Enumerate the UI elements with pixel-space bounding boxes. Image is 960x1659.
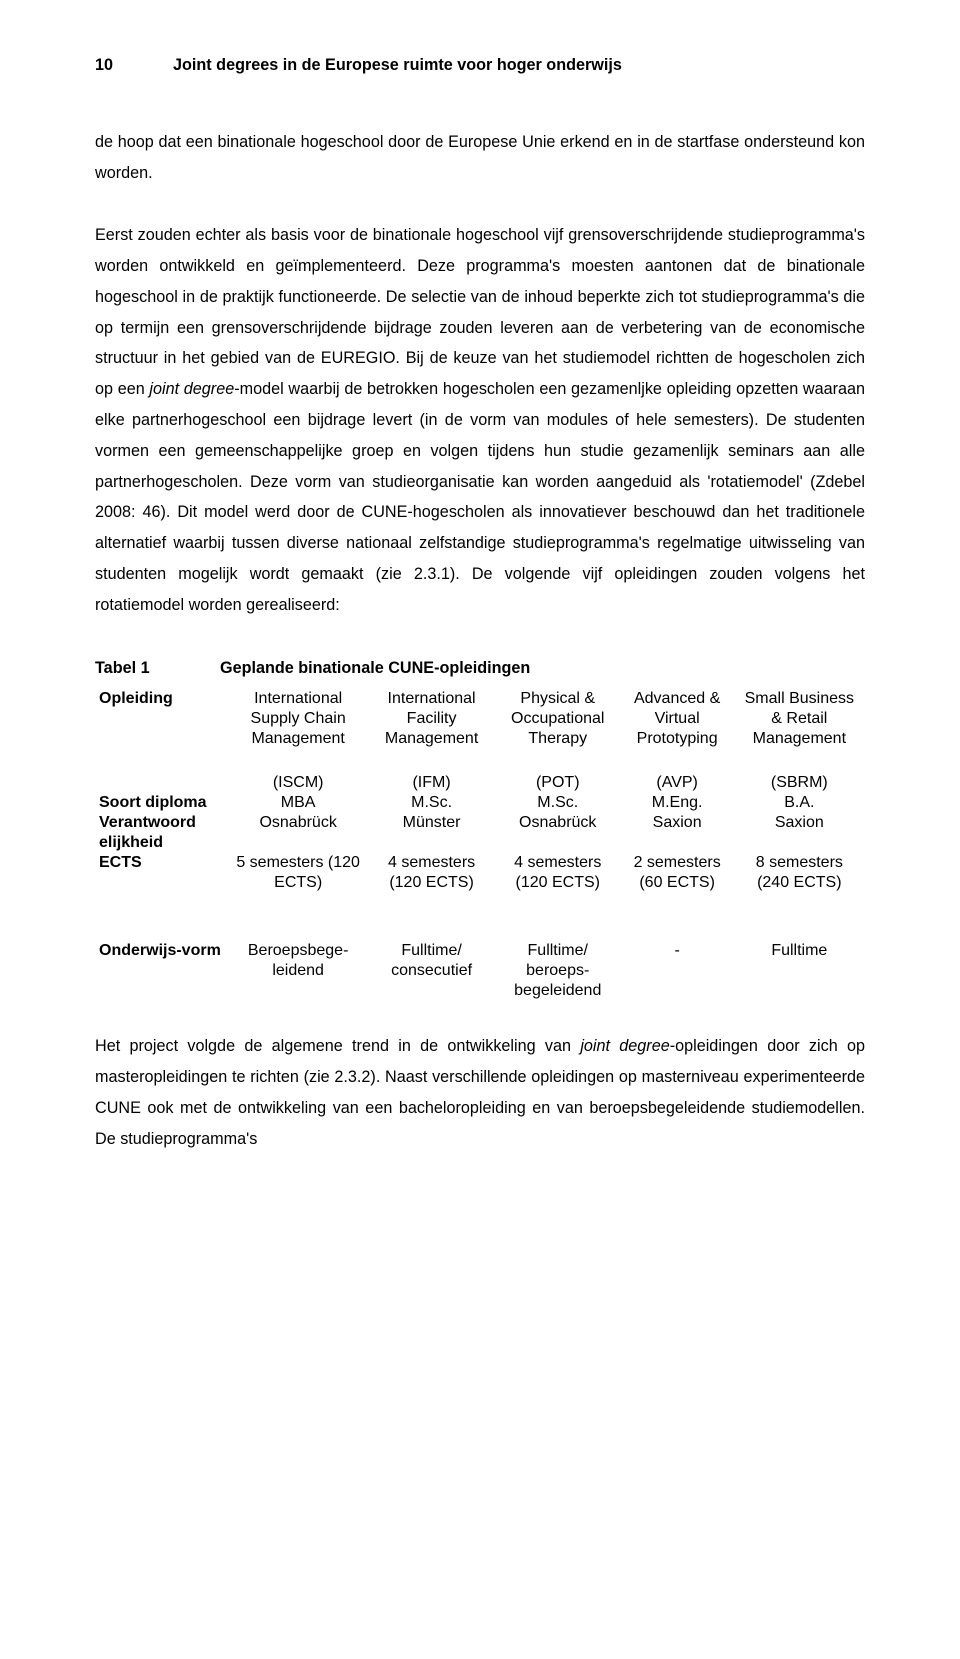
cell: Fulltime/ beroeps-begeleidend <box>495 941 621 1001</box>
table-gap <box>95 917 865 941</box>
trailing-paragraph: Het project volgde de algemene trend in … <box>95 1031 865 1154</box>
paragraph-2: Eerst zouden echter als basis voor de bi… <box>95 220 865 620</box>
table-row-abbrev: (ISCM) (IFM) (POT) (AVP) (SBRM) <box>95 773 865 793</box>
table-row-onderwijsvorm: Onderwijs-vorm Beroepsbege-leidend Fullt… <box>95 941 865 1001</box>
table-row-soort: Soort diploma MBA M.Sc. M.Sc. M.Eng. B.A… <box>95 793 865 813</box>
cell: M.Sc. <box>495 793 621 813</box>
cell: 8 semesters (240 ECTS) <box>734 853 865 893</box>
cell: MBA <box>228 793 368 813</box>
cell: 4 semesters (120 ECTS) <box>495 853 621 893</box>
rowhead-soort: Soort diploma <box>95 793 228 813</box>
cell: 4 semesters (120 ECTS) <box>368 853 495 893</box>
cell: Osnabrück <box>495 813 621 853</box>
cell: (POT) <box>495 773 621 793</box>
trail-em1: joint degree <box>580 1037 669 1055</box>
cell: Small Business & Retail Management <box>734 689 865 749</box>
table-gap <box>95 749 865 773</box>
table-gap <box>95 893 865 917</box>
table-row-opleiding: Opleiding International Supply Chain Man… <box>95 689 865 749</box>
rowhead-onderwijsvorm: Onderwijs-vorm <box>95 941 228 1001</box>
cell: Advanced & Virtual Prototyping <box>621 689 734 749</box>
page-header: 10 Joint degrees in de Europese ruimte v… <box>95 50 865 81</box>
rowhead-empty <box>95 773 228 793</box>
p2-em1: joint degree <box>149 380 234 398</box>
table-title-row: Tabel 1 Geplande binationale CUNE-opleid… <box>95 653 865 684</box>
table-block: Tabel 1 Geplande binationale CUNE-opleid… <box>95 653 865 1002</box>
cell: Saxion <box>734 813 865 853</box>
cell: B.A. <box>734 793 865 813</box>
cell: (ISCM) <box>228 773 368 793</box>
rowhead-verantwoord: Verantwoord elijkheid <box>95 813 228 853</box>
cell: Physical & Occupational Therapy <box>495 689 621 749</box>
cell: M.Eng. <box>621 793 734 813</box>
cell: Osnabrück <box>228 813 368 853</box>
table-row-ects: ECTS 5 semesters (120 ECTS) 4 semesters … <box>95 853 865 893</box>
paragraph-1: de hoop dat een binationale hogeschool d… <box>95 127 865 189</box>
rowhead-opleiding: Opleiding <box>95 689 228 749</box>
cell: 5 semesters (120 ECTS) <box>228 853 368 893</box>
cell: Beroepsbege-leidend <box>228 941 368 1001</box>
cell: Saxion <box>621 813 734 853</box>
cell: Fulltime/ consecutief <box>368 941 495 1001</box>
cell: 2 semesters (60 ECTS) <box>621 853 734 893</box>
cell: (AVP) <box>621 773 734 793</box>
p2-text-b: -model waarbij de betrokken hogescholen … <box>95 380 865 613</box>
page: 10 Joint degrees in de Europese ruimte v… <box>0 0 960 1214</box>
page-number: 10 <box>95 50 113 81</box>
opleidingen-table: Opleiding International Supply Chain Man… <box>95 689 865 1001</box>
rowhead-ects: ECTS <box>95 853 228 893</box>
cell: Fulltime <box>734 941 865 1001</box>
cell: M.Sc. <box>368 793 495 813</box>
cell: (IFM) <box>368 773 495 793</box>
cell: International Supply Chain Management <box>228 689 368 749</box>
table-label: Tabel 1 <box>95 653 220 684</box>
cell: - <box>621 941 734 1001</box>
p1-text: de hoop dat een binationale hogeschool d… <box>95 133 865 182</box>
cell: Münster <box>368 813 495 853</box>
cell: International Facility Management <box>368 689 495 749</box>
p2-text-a: Eerst zouden echter als basis voor de bi… <box>95 226 865 398</box>
table-title: Geplande binationale CUNE-opleidingen <box>220 653 530 684</box>
cell: (SBRM) <box>734 773 865 793</box>
header-title: Joint degrees in de Europese ruimte voor… <box>173 50 622 81</box>
trail-a: Het project volgde de algemene trend in … <box>95 1037 580 1055</box>
table-row-verantwoord: Verantwoord elijkheid Osnabrück Münster … <box>95 813 865 853</box>
